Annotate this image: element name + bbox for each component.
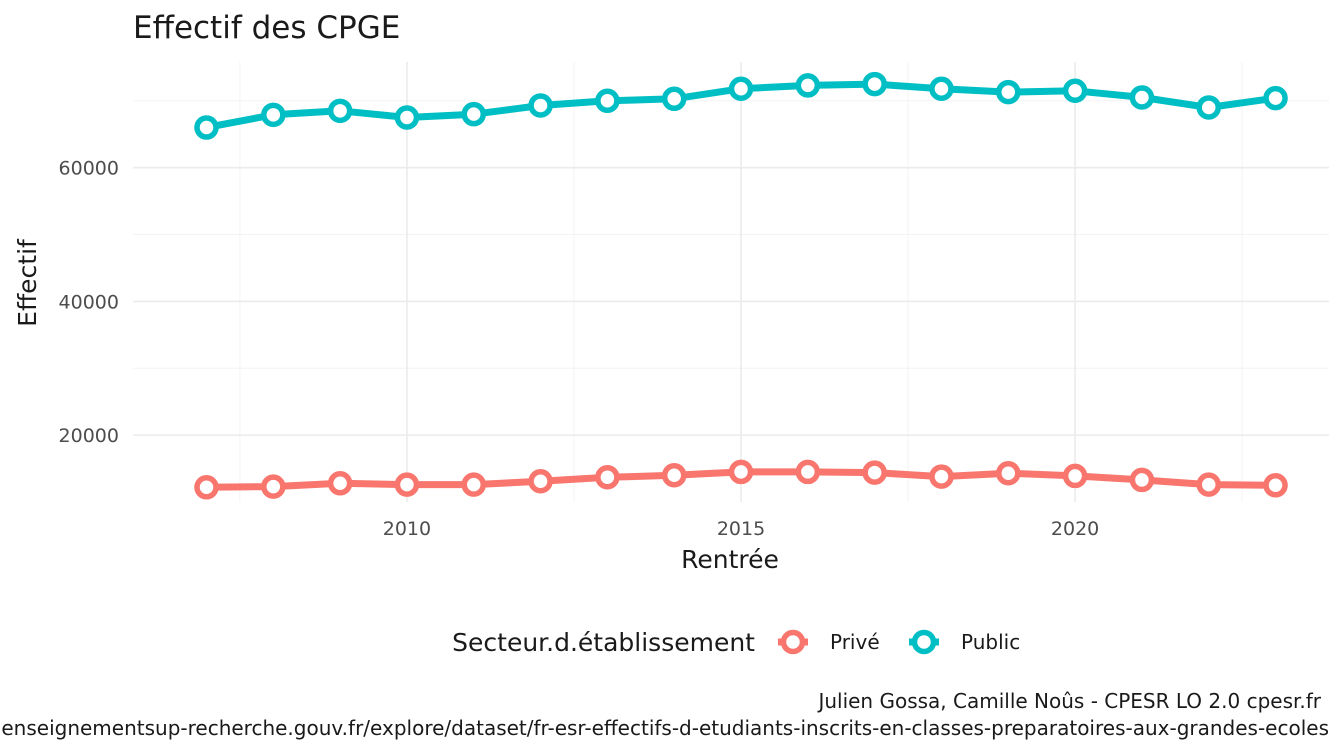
grid [133,62,1329,502]
data-point [194,475,219,500]
data-point [728,459,754,485]
y-tick-label: 40000 [59,291,119,313]
data-point [661,86,687,112]
x-axis-title: Rentrée [681,545,779,574]
data-point [461,101,487,127]
x-tick-label: 2020 [1051,518,1099,540]
data-point [1196,95,1221,120]
series-0 [194,459,1288,500]
data-point [1196,472,1221,497]
data-point [528,469,553,494]
data-point [394,105,420,130]
y-axis-ticks: 20000 40000 60000 [59,158,119,447]
series-layer [194,71,1288,500]
data-point [261,102,286,128]
data-point [795,73,821,98]
data-point [595,465,620,490]
data-point [194,115,219,140]
data-point [528,93,553,118]
legend-key-point [911,629,937,655]
caption: Julien Gossa, Camille Noûs - CPESR LO 2.… [0,689,1329,740]
y-tick-label: 60000 [59,158,119,180]
data-point [327,98,353,124]
x-tick-label: 2015 [717,518,765,540]
legend-key-point [780,629,806,655]
y-axis-title: Effectif [13,238,42,327]
series-1 [194,71,1288,140]
data-point [1129,467,1155,493]
data-point [1263,85,1288,111]
data-point [996,460,1021,486]
data-point [394,472,420,497]
data-point [1062,78,1088,104]
caption-source-url: https://data.enseignementsup-recherche.g… [0,716,1329,740]
chart-title: Effectif des CPGE [133,10,400,46]
data-point [261,474,286,499]
data-point [996,79,1021,105]
plot-area [133,62,1329,502]
legend-label: Public [961,630,1020,654]
legend-item-0: Privé [778,629,880,655]
data-point [862,460,887,485]
x-tick-label: 2010 [383,518,431,540]
y-tick-label: 20000 [59,425,119,447]
legend-item-1: Public [909,629,1020,655]
data-point [595,88,620,114]
data-point [1129,85,1155,110]
data-point [929,76,954,101]
data-point [461,472,487,497]
legend-title: Secteur.d.établissement [452,628,755,657]
data-point [862,71,887,97]
legend: Secteur.d.établissement Privé Public [452,628,1020,657]
legend-label: Privé [830,630,880,654]
data-point [1062,463,1088,489]
data-point [929,464,954,489]
x-axis-ticks: 2010 2015 2020 [383,518,1100,540]
legend-items: Privé Public [778,629,1020,655]
data-point [661,463,687,488]
caption-authors: Julien Gossa, Camille Noûs - CPESR LO 2.… [816,689,1321,713]
data-point [327,471,353,496]
data-point [1263,473,1288,498]
data-point [728,76,754,101]
data-point [795,459,821,485]
